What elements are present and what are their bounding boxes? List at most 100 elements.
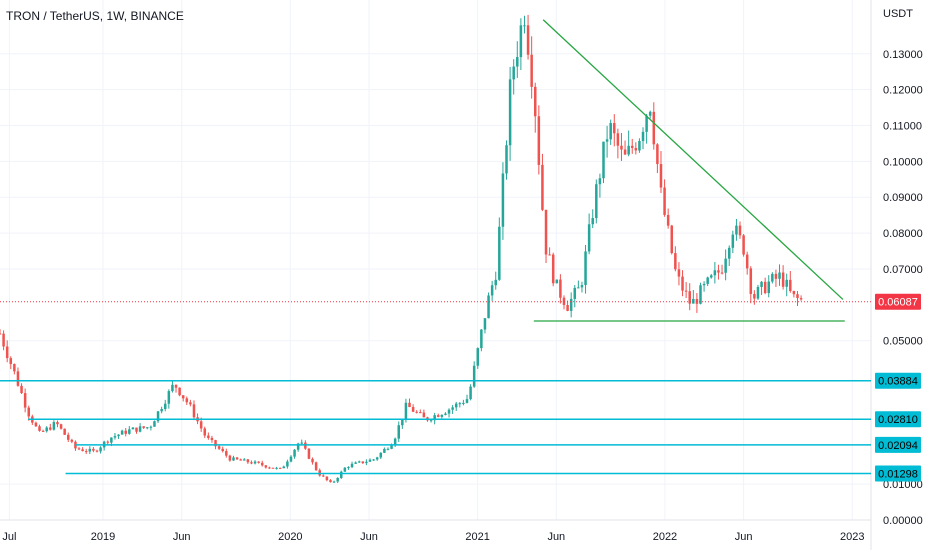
candle-body	[167, 391, 171, 404]
candle-body	[225, 451, 228, 456]
candle-body	[437, 415, 440, 417]
candle-body	[138, 426, 142, 432]
candle-body	[178, 387, 181, 396]
level-price-label: 0.02094	[878, 440, 918, 452]
candle-body	[706, 277, 709, 284]
candle-body	[289, 456, 293, 462]
candle-body	[23, 393, 27, 408]
candle-body	[232, 457, 235, 461]
candle-body	[88, 448, 92, 452]
candle-body	[20, 385, 23, 394]
candle-body	[163, 403, 167, 410]
y-tick-label: 0.11000	[883, 121, 922, 133]
candle-body	[638, 141, 641, 151]
candle-body	[494, 279, 497, 286]
candle-body	[634, 147, 638, 151]
candle-body	[34, 422, 38, 427]
candle-body	[749, 268, 753, 294]
candle-body	[9, 358, 13, 364]
candle-body	[753, 293, 756, 299]
candle-body	[156, 411, 160, 422]
candle-body	[454, 403, 458, 408]
candle-body	[207, 435, 210, 438]
candle-body	[674, 253, 677, 270]
candle-body	[13, 363, 16, 372]
candle-body	[562, 297, 566, 306]
candle-body	[735, 225, 738, 235]
candle-body	[760, 281, 763, 287]
candle-body	[16, 371, 20, 386]
candle-body	[149, 426, 153, 428]
y-tick-label: 0.00000	[883, 515, 923, 527]
candle-body	[480, 329, 483, 349]
candle-body	[774, 273, 778, 279]
candle-body	[314, 462, 318, 471]
candle-body	[781, 272, 785, 287]
candle-body	[541, 164, 544, 210]
candle-body	[286, 461, 289, 467]
candle-body	[81, 449, 84, 452]
candle-body	[516, 57, 519, 67]
candle-body	[282, 466, 286, 469]
candle-body	[720, 272, 724, 274]
candle-body	[0, 333, 2, 335]
x-tick-label: Jul	[2, 531, 16, 543]
candle-body	[498, 226, 501, 280]
candle-body	[799, 298, 803, 300]
candle-body	[602, 141, 605, 179]
candle-body	[544, 209, 548, 255]
candle-body	[27, 407, 30, 417]
candle-body	[577, 287, 580, 289]
candle-body	[490, 285, 494, 296]
level-price-badge	[875, 465, 921, 482]
candle-body	[458, 403, 462, 405]
candle-body	[268, 467, 271, 469]
candle-body	[239, 459, 242, 461]
candle-body	[264, 465, 268, 468]
candle-body	[192, 404, 196, 418]
candle-body	[365, 461, 368, 464]
candle-body	[559, 279, 562, 298]
candle-body	[243, 459, 246, 461]
candle-body	[763, 281, 767, 294]
candle-body	[375, 457, 379, 460]
candle-body	[66, 434, 70, 440]
candle-body	[616, 133, 620, 146]
x-tick-label: Jun	[735, 531, 753, 543]
candle-body	[2, 333, 5, 347]
candle-body	[246, 459, 250, 463]
candle-body	[278, 467, 282, 469]
candle-body	[41, 430, 45, 432]
candle-body	[354, 462, 357, 464]
candle-body	[131, 427, 135, 430]
x-tick-label: 2019	[91, 531, 115, 543]
candle-body	[77, 448, 81, 450]
candle-body	[160, 409, 163, 412]
candle-body	[59, 424, 63, 429]
candle-body	[296, 443, 300, 450]
candle-body	[648, 111, 652, 116]
candle-body	[203, 428, 207, 436]
candle-body	[598, 178, 602, 185]
candle-body	[713, 270, 717, 276]
candle-body	[332, 481, 336, 483]
candle-body	[386, 448, 390, 450]
candle-body	[52, 422, 56, 430]
candle-body	[311, 458, 314, 463]
candle-body	[731, 234, 735, 248]
candle-body	[361, 461, 365, 464]
candle-body	[38, 426, 41, 431]
candle-body	[350, 463, 354, 468]
candle-body	[613, 123, 616, 134]
candle-body	[591, 218, 594, 225]
candle-body	[519, 25, 523, 58]
candle-body	[645, 115, 648, 132]
candle-body	[368, 459, 372, 462]
y-tick-label: 0.07000	[883, 264, 923, 276]
x-tick-label: 2020	[278, 531, 302, 543]
candle-body	[174, 384, 178, 388]
candle-body	[221, 448, 224, 452]
candle-body	[397, 425, 401, 439]
candle-body	[778, 272, 781, 279]
